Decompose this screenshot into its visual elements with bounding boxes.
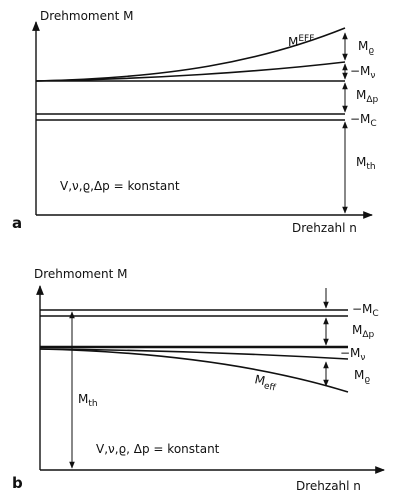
y-axis-label-b: Drehmoment M — [34, 267, 127, 281]
mth-label-a: Mth — [356, 155, 376, 172]
y-axis-label-a: Drehmoment M — [40, 9, 133, 23]
condition-text-b: V,ν,ϱ, Δp = konstant — [96, 442, 220, 456]
mc-label-a: −MC — [350, 112, 377, 129]
meff-curve-b — [39, 348, 349, 393]
mth-label-b: Mth — [78, 392, 98, 409]
mrho-label-a: Mϱ — [358, 39, 374, 56]
meff-label-a: MEFF — [288, 34, 314, 49]
mdp-label-a: MΔp — [356, 88, 379, 105]
x-axis-label-a: Drehzahl n — [292, 221, 357, 235]
mv-label-b: −Mν — [340, 346, 365, 363]
panel-letter-b: b — [12, 474, 23, 492]
meff-label-b: Meff — [253, 372, 279, 393]
mv-curve-b — [39, 348, 349, 360]
mrho-curve-a — [35, 61, 346, 82]
panel-letter-a: a — [12, 214, 22, 232]
panel-a: Drehmoment M Drehzahl n a MEFF Mϱ −Mν MΔ… — [12, 9, 379, 235]
mv-label-a: −Mν — [350, 64, 375, 81]
panel-b: Drehmoment M Drehzahl n b −MC MΔp −Mν Mϱ… — [12, 267, 385, 493]
mdp-label-b: MΔp — [352, 323, 375, 340]
mc-label-b: −MC — [352, 302, 379, 319]
condition-text-a: V,ν,ϱ,Δp = konstant — [60, 179, 180, 193]
x-axis-label-b: Drehzahl n — [296, 479, 361, 493]
mrho-label-b: Mϱ — [354, 368, 370, 385]
meff-curve-a — [35, 27, 346, 82]
